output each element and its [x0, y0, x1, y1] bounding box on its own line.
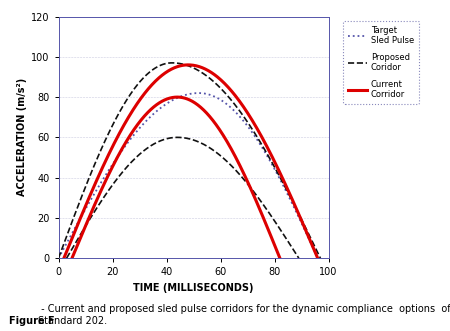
X-axis label: TIME (MILLISECONDS): TIME (MILLISECONDS): [133, 283, 254, 293]
Legend: Target
Sled Pulse, Proposed
Coridor, Current
Corridor: Target Sled Pulse, Proposed Coridor, Cur…: [343, 21, 419, 104]
Text: - Current and proposed sled pulse corridors for the dynamic compliance  options : - Current and proposed sled pulse corrid…: [38, 305, 450, 326]
Text: Figure F: Figure F: [9, 316, 54, 326]
Y-axis label: ACCELERATION (m/s²): ACCELERATION (m/s²): [17, 78, 27, 197]
